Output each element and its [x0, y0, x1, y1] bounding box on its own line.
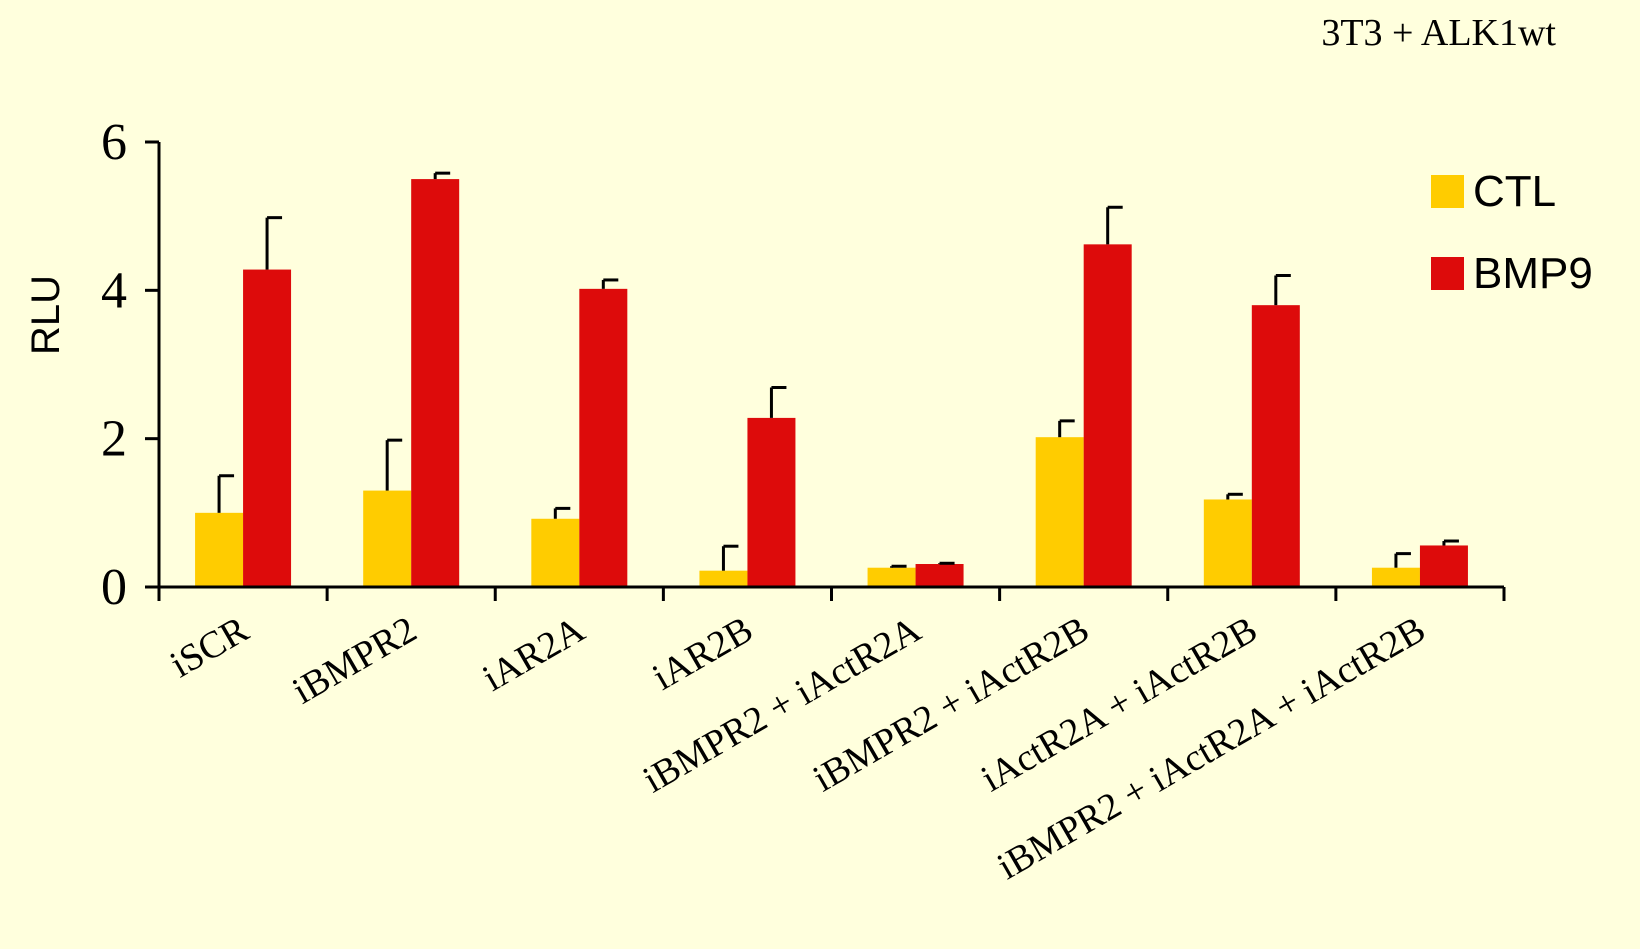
x-tick-label-6: iActR2A + iActR2B [974, 608, 1264, 800]
error-bars-group [217, 171, 1459, 571]
y-tick-label-0: 0 [101, 559, 127, 616]
bar-ctl-4 [867, 567, 916, 587]
y-tick-label-1: 2 [101, 411, 127, 468]
bar-ctl-0 [195, 512, 244, 587]
legend-swatch-bmp9 [1431, 257, 1464, 290]
y-tick-label-2: 4 [101, 262, 127, 319]
chart-title: 3T3 + ALK1wt [1321, 12, 1556, 54]
bar-bmp9-0 [243, 269, 292, 587]
legend-label-ctl: CTL [1473, 167, 1556, 216]
bar-bmp9-6 [1251, 305, 1300, 587]
x-tick-label-2: iAR2A [476, 608, 593, 700]
y-tick-label-3: 6 [101, 114, 127, 171]
bars-group [195, 179, 1468, 588]
x-tick-label-0: iSCR [163, 608, 256, 686]
bar-bmp9-5 [1083, 244, 1132, 587]
x-tick-label-4: iBMPR2 + iActR2A [636, 608, 928, 801]
bar-bmp9-2 [579, 288, 628, 587]
legend-swatch-ctl [1431, 175, 1464, 208]
bar-bmp9-7 [1419, 545, 1468, 587]
y-axis-label: RLU [24, 275, 68, 355]
x-tick-label-3: iAR2B [646, 608, 760, 698]
bar-bmp9-1 [411, 179, 460, 588]
y-tick-labels: 0 2 4 6 [101, 114, 127, 616]
bar-bmp9-3 [747, 417, 796, 587]
axes-group [145, 140, 1506, 601]
bar-ctl-7 [1371, 567, 1420, 587]
bar-ctl-2 [531, 518, 580, 587]
legend-label-bmp9: BMP9 [1473, 249, 1593, 298]
bar-ctl-3 [699, 570, 748, 587]
bar-bmp9-4 [915, 564, 964, 587]
bar-ctl-6 [1203, 499, 1252, 587]
x-tick-label-5: iBMPR2 + iActR2B [806, 608, 1096, 800]
bar-ctl-1 [363, 490, 412, 587]
legend: CTL BMP9 [1431, 167, 1593, 298]
bar-ctl-5 [1035, 437, 1084, 587]
x-tick-label-1: iBMPR2 [286, 608, 424, 712]
